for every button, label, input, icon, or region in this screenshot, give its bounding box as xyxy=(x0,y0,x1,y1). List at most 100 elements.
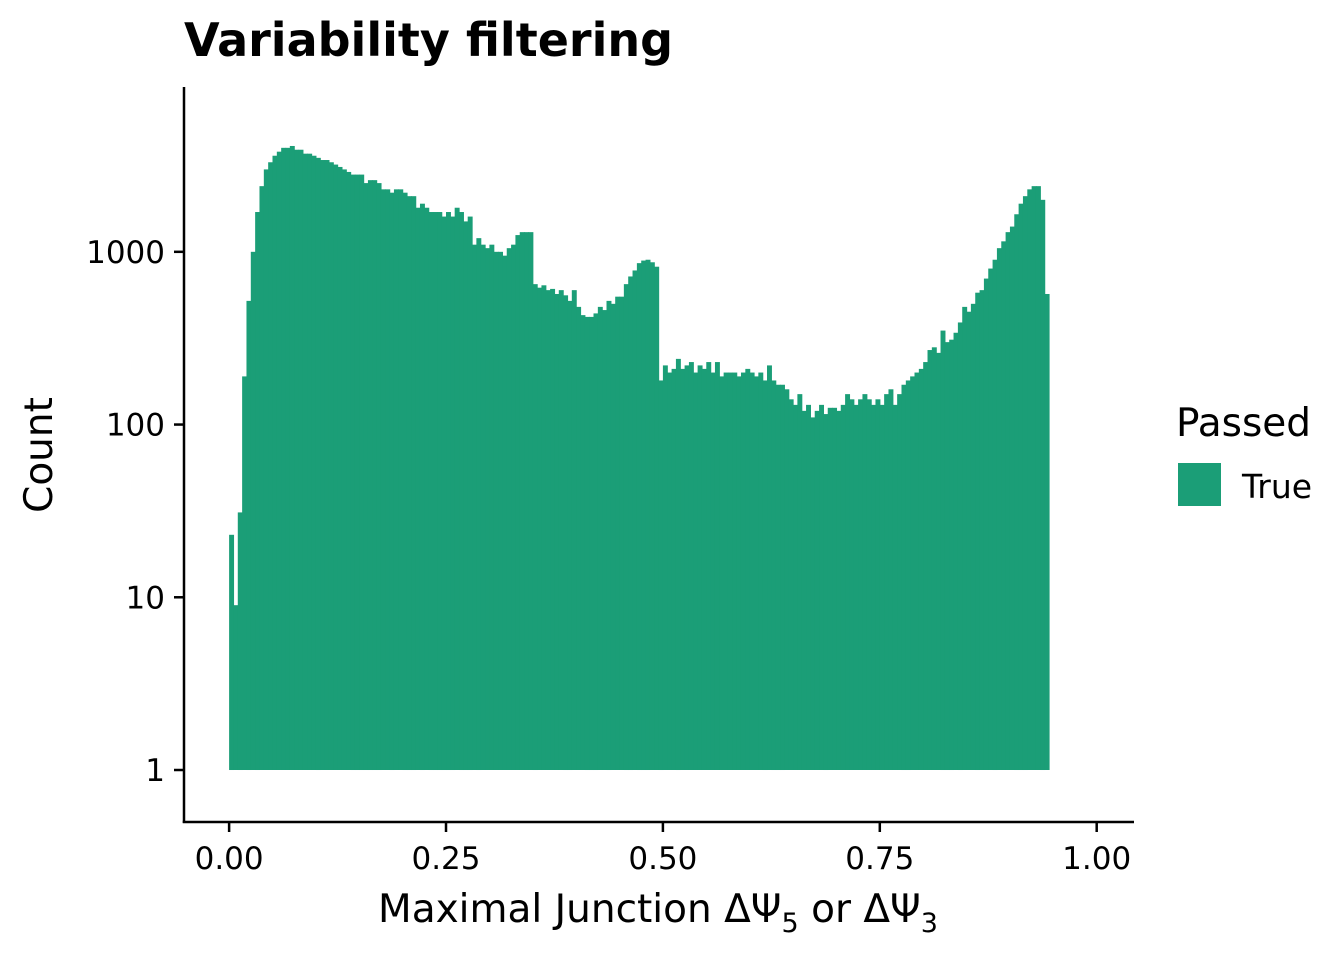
histogram-bar xyxy=(970,303,976,770)
histogram-bar xyxy=(684,365,690,770)
histogram-bar xyxy=(871,404,877,770)
histogram-bar xyxy=(437,212,443,771)
histogram-bar xyxy=(545,290,551,770)
histogram-bar xyxy=(905,380,911,771)
legend-label-true: True xyxy=(1241,467,1312,506)
histogram-bar xyxy=(662,365,668,770)
histogram-bar xyxy=(372,180,378,771)
histogram-bar xyxy=(823,414,829,771)
histogram-bar xyxy=(463,221,469,771)
histogram-bar xyxy=(931,347,937,770)
legend: Passed True xyxy=(1176,401,1312,506)
histogram-bar xyxy=(910,376,916,770)
histogram-bar xyxy=(701,368,707,770)
histogram-bar xyxy=(506,248,512,770)
histogram-bar xyxy=(398,189,404,771)
histogram-bar xyxy=(953,332,959,770)
histogram-bar xyxy=(255,212,261,771)
histogram-bar xyxy=(580,315,586,770)
histogram-bar xyxy=(675,358,681,771)
histogram-bar xyxy=(567,300,573,771)
x-axis-title-prefix: Maximal Junction ΔΨ xyxy=(378,887,781,932)
histogram-bar xyxy=(359,174,365,771)
histogram-bar xyxy=(767,365,772,770)
histogram-bar xyxy=(940,330,946,771)
histogram-bar xyxy=(363,183,369,771)
histogram-bar xyxy=(641,260,647,771)
histogram-bar xyxy=(380,189,386,771)
histogram-bar xyxy=(281,147,287,770)
histogram-bar xyxy=(1009,226,1015,770)
histogram-bar xyxy=(988,268,994,770)
histogram-bar xyxy=(632,270,638,770)
histogram-bar xyxy=(788,399,794,770)
x-axis-title-subscript-2: 3 xyxy=(921,908,938,939)
histogram-bar xyxy=(350,174,356,771)
histogram-bar xyxy=(367,180,373,771)
histogram-bar xyxy=(649,262,655,770)
legend-key-true xyxy=(1178,463,1221,506)
histogram-bar xyxy=(250,251,256,770)
histogram-bar xyxy=(797,394,803,770)
histogram-bar xyxy=(376,183,382,771)
histogram-bar xyxy=(619,296,625,770)
histogram-bar xyxy=(563,295,569,771)
histogram-bar xyxy=(602,310,608,770)
histogram-bar xyxy=(740,372,746,770)
histogram-bar xyxy=(333,164,339,770)
x-axis-ticks: 0.00 0.25 0.50 0.75 1.00 xyxy=(195,822,1131,877)
histogram-bar xyxy=(758,372,764,770)
histogram-bar xyxy=(884,394,890,770)
y-tick-label: 100 xyxy=(106,408,165,444)
histogram-bar xyxy=(914,372,920,770)
x-tick-label: 0.75 xyxy=(845,841,914,877)
histogram-bar xyxy=(519,232,525,770)
histogram-bar xyxy=(476,238,482,771)
chart-title: Variability filtering xyxy=(184,13,673,67)
histogram-bar xyxy=(845,394,851,770)
histogram-bar xyxy=(732,372,738,770)
histogram-bar xyxy=(493,251,499,770)
histogram-bar xyxy=(615,296,621,770)
histogram-bar xyxy=(428,212,434,771)
histogram-bar xyxy=(693,372,699,770)
histogram-bar xyxy=(697,365,703,770)
histogram-bar xyxy=(237,512,243,771)
histogram-bar xyxy=(793,404,798,770)
histogram-bar xyxy=(1022,196,1028,771)
histogram-bar xyxy=(1031,186,1037,770)
histogram-bar xyxy=(806,404,811,770)
histogram-bar xyxy=(307,153,313,770)
histogram-bar xyxy=(979,290,985,770)
histogram-bar xyxy=(341,169,347,770)
histogram-bar xyxy=(229,534,235,771)
histogram-bar xyxy=(450,216,456,771)
histogram-bar xyxy=(411,196,417,771)
histogram-bar xyxy=(263,169,269,770)
histogram-bar xyxy=(736,376,742,770)
histogram-bar xyxy=(1018,203,1024,771)
histogram-bar xyxy=(762,380,768,771)
histogram-bar xyxy=(472,244,477,771)
histogram-bar xyxy=(610,303,616,770)
histogram-bar xyxy=(775,384,781,771)
histogram-bar xyxy=(658,380,664,771)
histogram-bar xyxy=(502,255,508,771)
histogram-bar xyxy=(354,174,360,771)
histogram-bar xyxy=(667,372,673,770)
y-tick-label: 10 xyxy=(126,580,165,616)
histogram-bar xyxy=(1014,214,1020,771)
histogram-bar xyxy=(415,207,421,771)
histogram-bar xyxy=(315,157,321,771)
histogram-bar xyxy=(550,288,556,770)
histogram-bar xyxy=(992,259,998,771)
histogram-bar xyxy=(268,162,274,770)
histogram-bar xyxy=(554,293,560,770)
x-axis-title-middle: or ΔΨ xyxy=(799,887,921,932)
histogram-bar xyxy=(302,153,308,770)
histogram-bar xyxy=(840,404,846,770)
histogram-bar xyxy=(680,368,686,770)
histogram-bar xyxy=(714,362,720,770)
